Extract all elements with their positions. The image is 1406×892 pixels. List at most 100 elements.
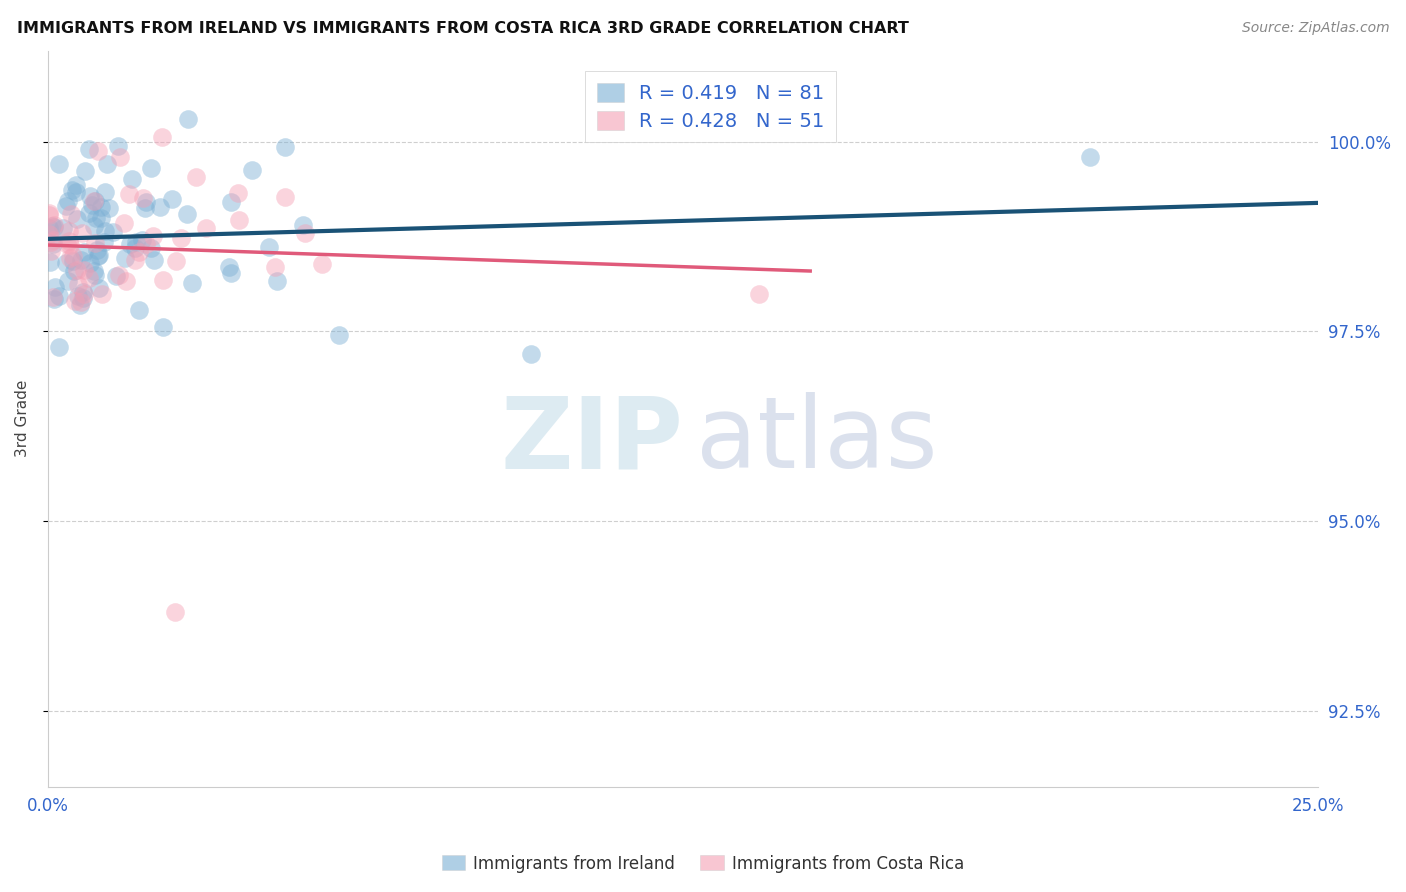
Point (93, 224, 115, 238)
Point (142, 253, 165, 268)
Point (86, 243, 108, 257)
Point (83, 219, 105, 233)
Point (121, 172, 143, 186)
Point (83, 194, 105, 208)
Point (131, 233, 153, 247)
Text: ZIP: ZIP (501, 392, 683, 490)
Point (124, 253, 146, 268)
Point (86, 249, 108, 263)
Point (219, 194, 242, 209)
Point (218, 260, 240, 274)
Point (264, 260, 287, 274)
Point (135, 236, 157, 251)
Point (219, 266, 242, 280)
Point (56, 237, 79, 252)
Point (176, 207, 198, 221)
Point (48, 340, 70, 354)
Text: Source: ZipAtlas.com: Source: ZipAtlas.com (1241, 21, 1389, 35)
Point (87, 144, 110, 158)
Point (69, 295, 91, 310)
Point (58, 224, 80, 238)
Point (39, 255, 62, 269)
Point (93, 185, 115, 199)
Point (63, 263, 86, 277)
Point (70, 253, 93, 268)
Point (42, 220, 65, 235)
Point (66, 288, 89, 302)
Y-axis label: 3rd Grade: 3rd Grade (15, 380, 30, 458)
Point (60, 183, 83, 197)
Point (72, 285, 94, 299)
Point (108, 150, 131, 164)
Point (294, 226, 316, 240)
Point (101, 225, 124, 239)
Point (63, 293, 86, 308)
Point (292, 218, 315, 232)
Point (114, 251, 136, 265)
Point (66, 277, 89, 292)
Point (55, 199, 77, 213)
Point (48, 157, 70, 171)
Text: IMMIGRANTS FROM IRELAND VS IMMIGRANTS FROM COSTA RICA 3RD GRADE CORRELATION CHAR: IMMIGRANTS FROM IRELAND VS IMMIGRANTS FR… (17, 21, 908, 36)
Point (77, 271, 100, 285)
Point (62, 253, 84, 268)
Point (519, 347, 541, 361)
Point (134, 202, 156, 216)
Point (177, 112, 200, 126)
Point (38, 227, 60, 242)
Point (124, 241, 146, 255)
Point (41, 219, 63, 233)
Point (52, 221, 75, 235)
Point (142, 228, 165, 243)
Point (165, 605, 187, 619)
Point (72, 291, 94, 305)
Point (1078, 150, 1101, 164)
Legend: R = 0.419   N = 81, R = 0.428   N = 51: R = 0.419 N = 81, R = 0.428 N = 51 (585, 71, 837, 143)
Point (228, 213, 250, 227)
Point (44, 280, 66, 294)
Point (135, 194, 157, 209)
Point (83, 263, 105, 277)
Point (84, 211, 107, 225)
Point (39, 244, 62, 258)
Point (240, 162, 263, 177)
Point (128, 302, 150, 317)
Point (180, 276, 202, 290)
Point (72, 287, 94, 301)
Point (118, 186, 141, 201)
Point (311, 257, 333, 271)
Point (73, 263, 96, 277)
Text: atlas: atlas (696, 392, 938, 490)
Point (66, 212, 89, 227)
Point (90, 211, 112, 226)
Point (70, 227, 93, 241)
Point (38, 208, 60, 222)
Point (186, 169, 208, 184)
Point (38, 206, 60, 220)
Point (59, 207, 82, 221)
Point (59, 252, 82, 266)
Point (97, 201, 120, 215)
Point (132, 191, 155, 205)
Point (89, 281, 111, 295)
Point (228, 186, 250, 200)
Point (274, 190, 297, 204)
Point (128, 245, 150, 260)
Point (83, 194, 105, 208)
Point (48, 289, 70, 303)
Point (42, 292, 65, 306)
Point (38, 221, 60, 235)
Point (65, 185, 87, 199)
Point (152, 320, 174, 334)
Point (56, 194, 79, 209)
Legend: Immigrants from Ireland, Immigrants from Costa Rica: Immigrants from Ireland, Immigrants from… (434, 848, 972, 880)
Point (328, 327, 350, 342)
Point (58, 274, 80, 288)
Point (107, 268, 129, 283)
Point (112, 216, 135, 230)
Point (169, 231, 191, 245)
Point (77, 142, 100, 156)
Point (79, 256, 101, 270)
Point (115, 274, 138, 288)
Point (90, 200, 112, 214)
